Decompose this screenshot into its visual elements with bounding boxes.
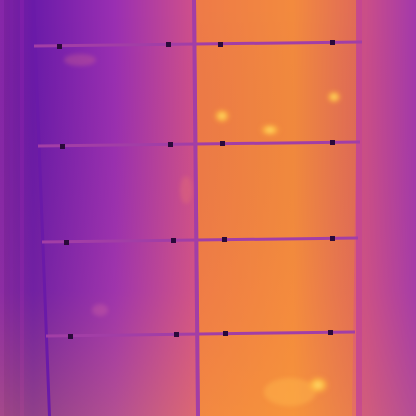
frame-rail: [33, 40, 363, 48]
mounting-bolts: [57, 40, 335, 339]
bolt: [166, 42, 171, 47]
frame-rails: [33, 40, 363, 338]
right-edge-structure: [362, 0, 416, 416]
frame-rail: [41, 236, 359, 244]
bolt: [330, 236, 335, 241]
warm-patch: [64, 54, 96, 66]
bolt: [218, 42, 223, 47]
hotspot: [213, 108, 231, 124]
bolt: [60, 144, 65, 149]
right-edge-frame: [356, 0, 362, 416]
warm-patch: [180, 176, 192, 204]
faint-warm-patches: [64, 54, 192, 316]
hotspot: [259, 123, 281, 137]
bolt: [223, 331, 228, 336]
hotspot: [326, 90, 342, 104]
bolt: [171, 238, 176, 243]
frame-rail: [37, 140, 361, 148]
bolt: [222, 237, 227, 242]
hotspots: [213, 90, 342, 406]
center-gap: [192, 0, 200, 416]
left-column-edge: [32, 0, 51, 416]
bolt: [330, 40, 335, 45]
bolt: [330, 140, 335, 145]
bolt: [174, 332, 179, 337]
warm-patch: [92, 304, 108, 316]
bolt: [68, 334, 73, 339]
hotspot: [264, 378, 316, 406]
bolt: [57, 44, 62, 49]
frame-rail: [45, 330, 356, 338]
bolt: [328, 330, 333, 335]
bolt: [64, 240, 69, 245]
bolt: [220, 141, 225, 146]
bolt: [168, 142, 173, 147]
